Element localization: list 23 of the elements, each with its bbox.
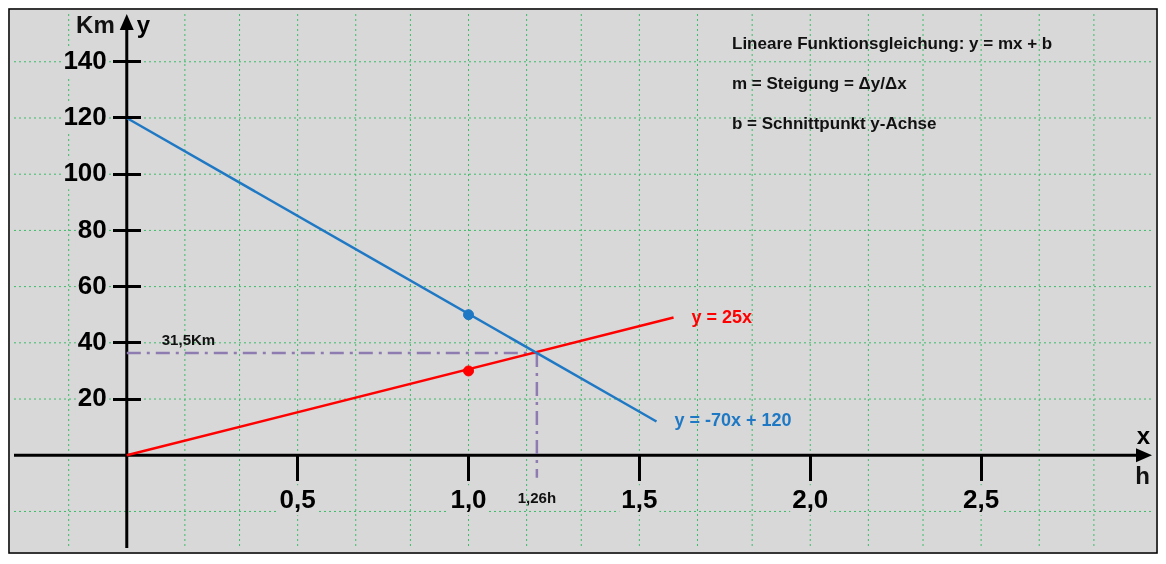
annotation: m = Steigung = Δy/Δx — [732, 73, 908, 93]
x-tick-label: 2,0 — [792, 484, 829, 515]
x-tick-label: 2,5 — [963, 484, 1000, 515]
annotation: Km — [76, 10, 115, 38]
y-tick-label: 80 — [77, 213, 107, 244]
x-tick-label: 1,5 — [621, 484, 658, 515]
y-tick-label: 60 — [77, 269, 107, 300]
y-axis-title: y — [136, 10, 151, 38]
annotation: Lineare Funktionsgleichung: y = mx + b — [732, 33, 1053, 53]
y-tick-label: 120 — [63, 101, 107, 132]
annotation: b = Schnittpunkt y-Achse — [732, 113, 937, 133]
annotation: h — [1135, 461, 1150, 489]
x-tick-label: 0,5 — [279, 484, 316, 515]
annotation: 1,26h — [517, 489, 557, 507]
y-tick-label: 140 — [63, 44, 107, 75]
y-tick-label: 100 — [63, 157, 107, 188]
series-label: y = 25x — [691, 306, 753, 327]
series-label: y = -70x + 120 — [674, 410, 792, 431]
annotation: 31,5Km — [161, 331, 216, 349]
y-tick-label: 20 — [77, 382, 107, 413]
x-axis-title: x — [1136, 421, 1151, 449]
x-tick-label: 1,0 — [450, 484, 487, 515]
y-tick-label: 40 — [77, 326, 107, 356]
